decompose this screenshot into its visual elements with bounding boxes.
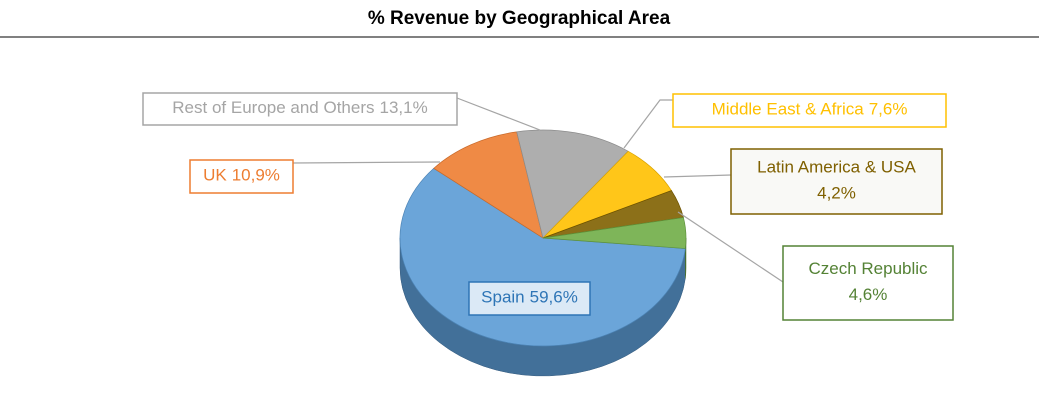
data-label: Rest of Europe and Others 13,1% xyxy=(172,98,427,117)
leader-line xyxy=(663,174,732,178)
label-box xyxy=(730,148,943,215)
data-label: UK 10,9% xyxy=(203,166,280,185)
leader-line xyxy=(456,97,541,131)
leader-line xyxy=(292,161,441,164)
label-box xyxy=(142,92,458,126)
leader-line xyxy=(677,211,784,283)
slice xyxy=(433,131,544,239)
category-label: UK xyxy=(203,166,227,185)
slice xyxy=(516,129,629,239)
chart-title: % Revenue by Geographical Area xyxy=(368,8,671,29)
category-label: Middle East & Africa xyxy=(712,100,865,119)
category-label: Spain xyxy=(481,288,524,307)
data-label: Spain 59,6% xyxy=(481,288,578,307)
label-box xyxy=(672,93,947,128)
slice xyxy=(542,217,687,249)
leader-line xyxy=(623,99,673,149)
value-label: 13,1% xyxy=(380,98,428,117)
label-box xyxy=(782,245,954,321)
value-label: 4,6% xyxy=(849,285,888,304)
data-label: Czech Republic 4,6% xyxy=(808,259,928,304)
value-label: 4,2% xyxy=(817,184,856,203)
label-box xyxy=(189,159,294,194)
label-box xyxy=(468,281,591,316)
category-label: Rest of Europe and Others xyxy=(172,98,374,117)
data-label: Middle East & Africa 7,6% xyxy=(712,100,908,119)
category-label: Czech Republic xyxy=(808,259,928,278)
value-label: 10,9% xyxy=(232,166,280,185)
value-label: 59,6% xyxy=(530,288,578,307)
category-label: Latin America & USA xyxy=(757,158,916,177)
value-label: 7,6% xyxy=(869,100,908,119)
data-label: Latin America & USA 4,2% xyxy=(757,158,916,203)
